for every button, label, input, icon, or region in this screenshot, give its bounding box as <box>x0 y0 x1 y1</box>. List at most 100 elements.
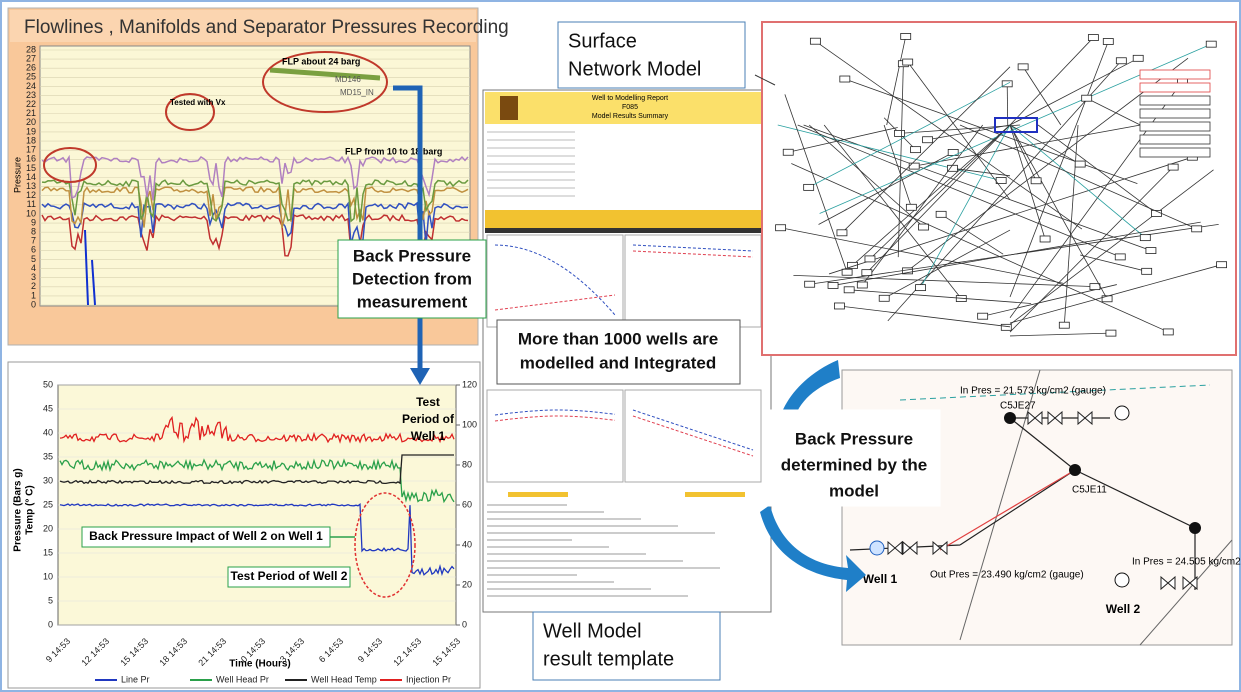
network-node <box>923 137 933 143</box>
callout-text: More than 1000 wells are <box>518 329 718 348</box>
mini-chart <box>625 390 761 482</box>
network-node <box>895 130 905 136</box>
network-node <box>1206 41 1216 47</box>
annotation: FLP from 10 to 18 barg <box>345 146 442 156</box>
y2-tick-label: 60 <box>462 499 472 509</box>
legend-label: Well Head Pr <box>216 674 269 684</box>
report-code: F085 <box>622 104 638 111</box>
annotation: Well 1 <box>411 429 446 443</box>
y-tick-label: 27 <box>26 53 36 63</box>
callout-text: Back Pressure <box>353 246 471 265</box>
network-node <box>903 59 913 65</box>
network-node <box>1217 262 1227 268</box>
report-band <box>485 228 769 233</box>
y-tick-label: 0 <box>48 619 53 629</box>
y-tick-label: 21 <box>26 108 36 118</box>
network-node <box>1075 161 1085 167</box>
network-node <box>1103 38 1113 44</box>
report-band <box>508 492 568 497</box>
y2-tick-label: 20 <box>462 579 472 589</box>
network-node <box>1116 58 1126 64</box>
y-tick-label: 19 <box>26 126 36 136</box>
network-node <box>1168 164 1178 170</box>
report-title: Well to Modelling Report <box>592 95 668 102</box>
y-tick-label: 12 <box>26 190 36 200</box>
network-node <box>1018 64 1028 70</box>
annotation: Tested with Vx <box>170 98 226 107</box>
logo <box>500 96 518 120</box>
annotation: Test <box>416 395 440 409</box>
annotation: FLP about 24 barg <box>282 56 360 66</box>
y-tick-label: 5 <box>31 254 36 264</box>
network-node <box>916 285 926 291</box>
y-tick-label: 17 <box>26 145 36 155</box>
network-node <box>1082 95 1092 101</box>
y-tick-label: 16 <box>26 154 36 164</box>
label-box <box>1140 83 1210 92</box>
y-tick-label: 13 <box>26 181 36 191</box>
label-box <box>1140 70 1210 79</box>
network-node <box>1163 329 1173 335</box>
test-panel: Pressure (Bars g) Temp (° C) Time (Hours… <box>8 362 480 688</box>
y-tick-label: 18 <box>26 135 36 145</box>
callout-text: Back Pressure <box>795 429 913 448</box>
y-tick-label: 4 <box>31 263 36 273</box>
y2-tick-label: 40 <box>462 539 472 549</box>
y-tick-label: 28 <box>26 44 36 54</box>
y-tick-label: 15 <box>43 547 53 557</box>
network-node <box>810 38 820 44</box>
y-tick-label: 24 <box>26 81 36 91</box>
y-tick-label: 0 <box>31 299 36 309</box>
network-node <box>909 163 919 169</box>
callout-text: Well Model <box>543 620 642 642</box>
y-tick-label: 1 <box>31 290 36 300</box>
y-tick-label: 2 <box>31 281 36 291</box>
y2-tick-label: 100 <box>462 419 477 429</box>
annotation: MD15_IN <box>340 88 374 97</box>
network-node <box>911 147 921 153</box>
y2-tick-label: 0 <box>462 619 467 629</box>
network-node <box>1059 322 1069 328</box>
label-box <box>1140 109 1210 118</box>
network-node <box>1133 55 1143 61</box>
mini-chart <box>625 235 761 327</box>
y-tick-label: 3 <box>31 272 36 282</box>
y-tick-label: 9 <box>31 217 36 227</box>
network-node <box>844 287 854 293</box>
network-node <box>1088 35 1098 41</box>
network-node <box>857 282 867 288</box>
network-node <box>879 295 889 301</box>
network-node <box>1001 324 1011 330</box>
label-box <box>1140 148 1210 157</box>
callout-text: modelled and Integrated <box>520 353 716 372</box>
network-node <box>919 224 929 230</box>
node <box>1069 464 1081 476</box>
y-tick-label: 20 <box>26 117 36 127</box>
network-node <box>1040 236 1050 242</box>
y-tick-label: 6 <box>31 245 36 255</box>
node-label: C5JE27 <box>1000 401 1036 412</box>
network-node <box>783 149 793 155</box>
report-subtitle: Model Results Summary <box>592 113 669 120</box>
callout-text: measurement <box>357 292 468 311</box>
mini-chart <box>487 390 623 482</box>
y-tick-label: 14 <box>26 172 36 182</box>
y-tick-label: 50 <box>43 379 53 389</box>
y-tick-label: 26 <box>26 63 36 73</box>
mini-chart <box>487 235 623 327</box>
network-node <box>828 282 838 288</box>
node <box>1004 412 1016 424</box>
annotation: MD146 <box>335 75 361 84</box>
node <box>1189 522 1201 534</box>
network-node <box>1031 178 1041 184</box>
well-icon <box>870 541 884 555</box>
callout-text: determined by the <box>781 455 927 474</box>
network-node <box>1102 296 1112 302</box>
network-node <box>1115 254 1125 260</box>
pressure-label: In Pres = 21.573 kg/cm2 (gauge) <box>960 386 1106 397</box>
y-tick-label: 15 <box>26 163 36 173</box>
network-node <box>901 33 911 39</box>
callout-text: Detection from <box>352 269 472 288</box>
y-tick-label: 22 <box>26 99 36 109</box>
callout-text: model <box>829 481 879 500</box>
